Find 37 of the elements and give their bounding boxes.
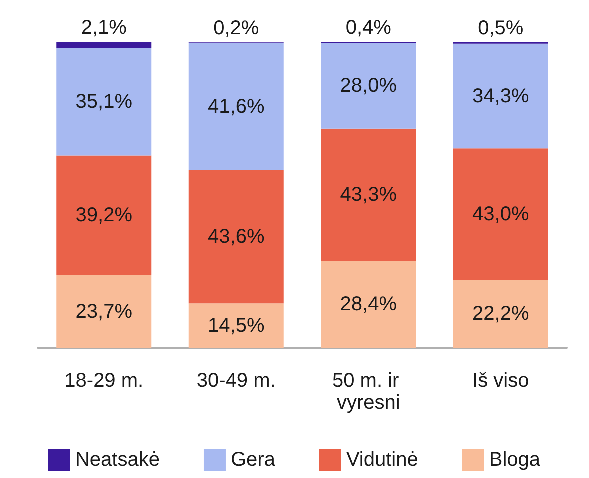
bar [453, 280, 548, 348]
x-tick-label: 18-29 m. [64, 370, 144, 392]
data-label: 43,6% [208, 226, 265, 248]
bar [321, 261, 416, 348]
bar [453, 44, 548, 149]
data-label: 41,6% [208, 96, 265, 118]
bar [56, 276, 152, 348]
data-label: 0,5% [478, 17, 524, 40]
data-label: 22,2% [472, 303, 530, 326]
data-label: 2,1% [81, 17, 128, 39]
legend-label: Bloga [489, 449, 542, 471]
bar [321, 128, 416, 262]
x-tick-label: 30-49 m. [196, 370, 276, 392]
bar [56, 156, 152, 276]
data-label: 14,5% [208, 314, 265, 337]
x-tick-label: 50 m. ir vyresni [332, 370, 405, 414]
bar [321, 43, 416, 129]
data-label: 0,2% [214, 18, 260, 40]
bar [188, 43, 284, 170]
bar [188, 304, 284, 348]
legend-label: Vidutinė [346, 449, 418, 471]
data-label: 43,3% [340, 184, 398, 206]
data-label: 34,3% [472, 85, 530, 108]
bar [56, 42, 152, 48]
data-label: 23,7% [76, 300, 133, 323]
bar [453, 148, 548, 280]
data-label: 28,4% [340, 294, 398, 316]
legend-label: Neatsakė [75, 449, 160, 471]
bar [188, 170, 284, 304]
data-label: 35,1% [76, 91, 133, 114]
data-label: 28,0% [340, 75, 398, 98]
data-label: 43,0% [472, 203, 530, 226]
bar [56, 48, 152, 156]
data-label: 39,2% [76, 204, 133, 227]
legend-label: Gera [230, 449, 276, 471]
x-tick-label: Iš viso [472, 370, 530, 392]
data-label: 0,4% [346, 17, 392, 39]
